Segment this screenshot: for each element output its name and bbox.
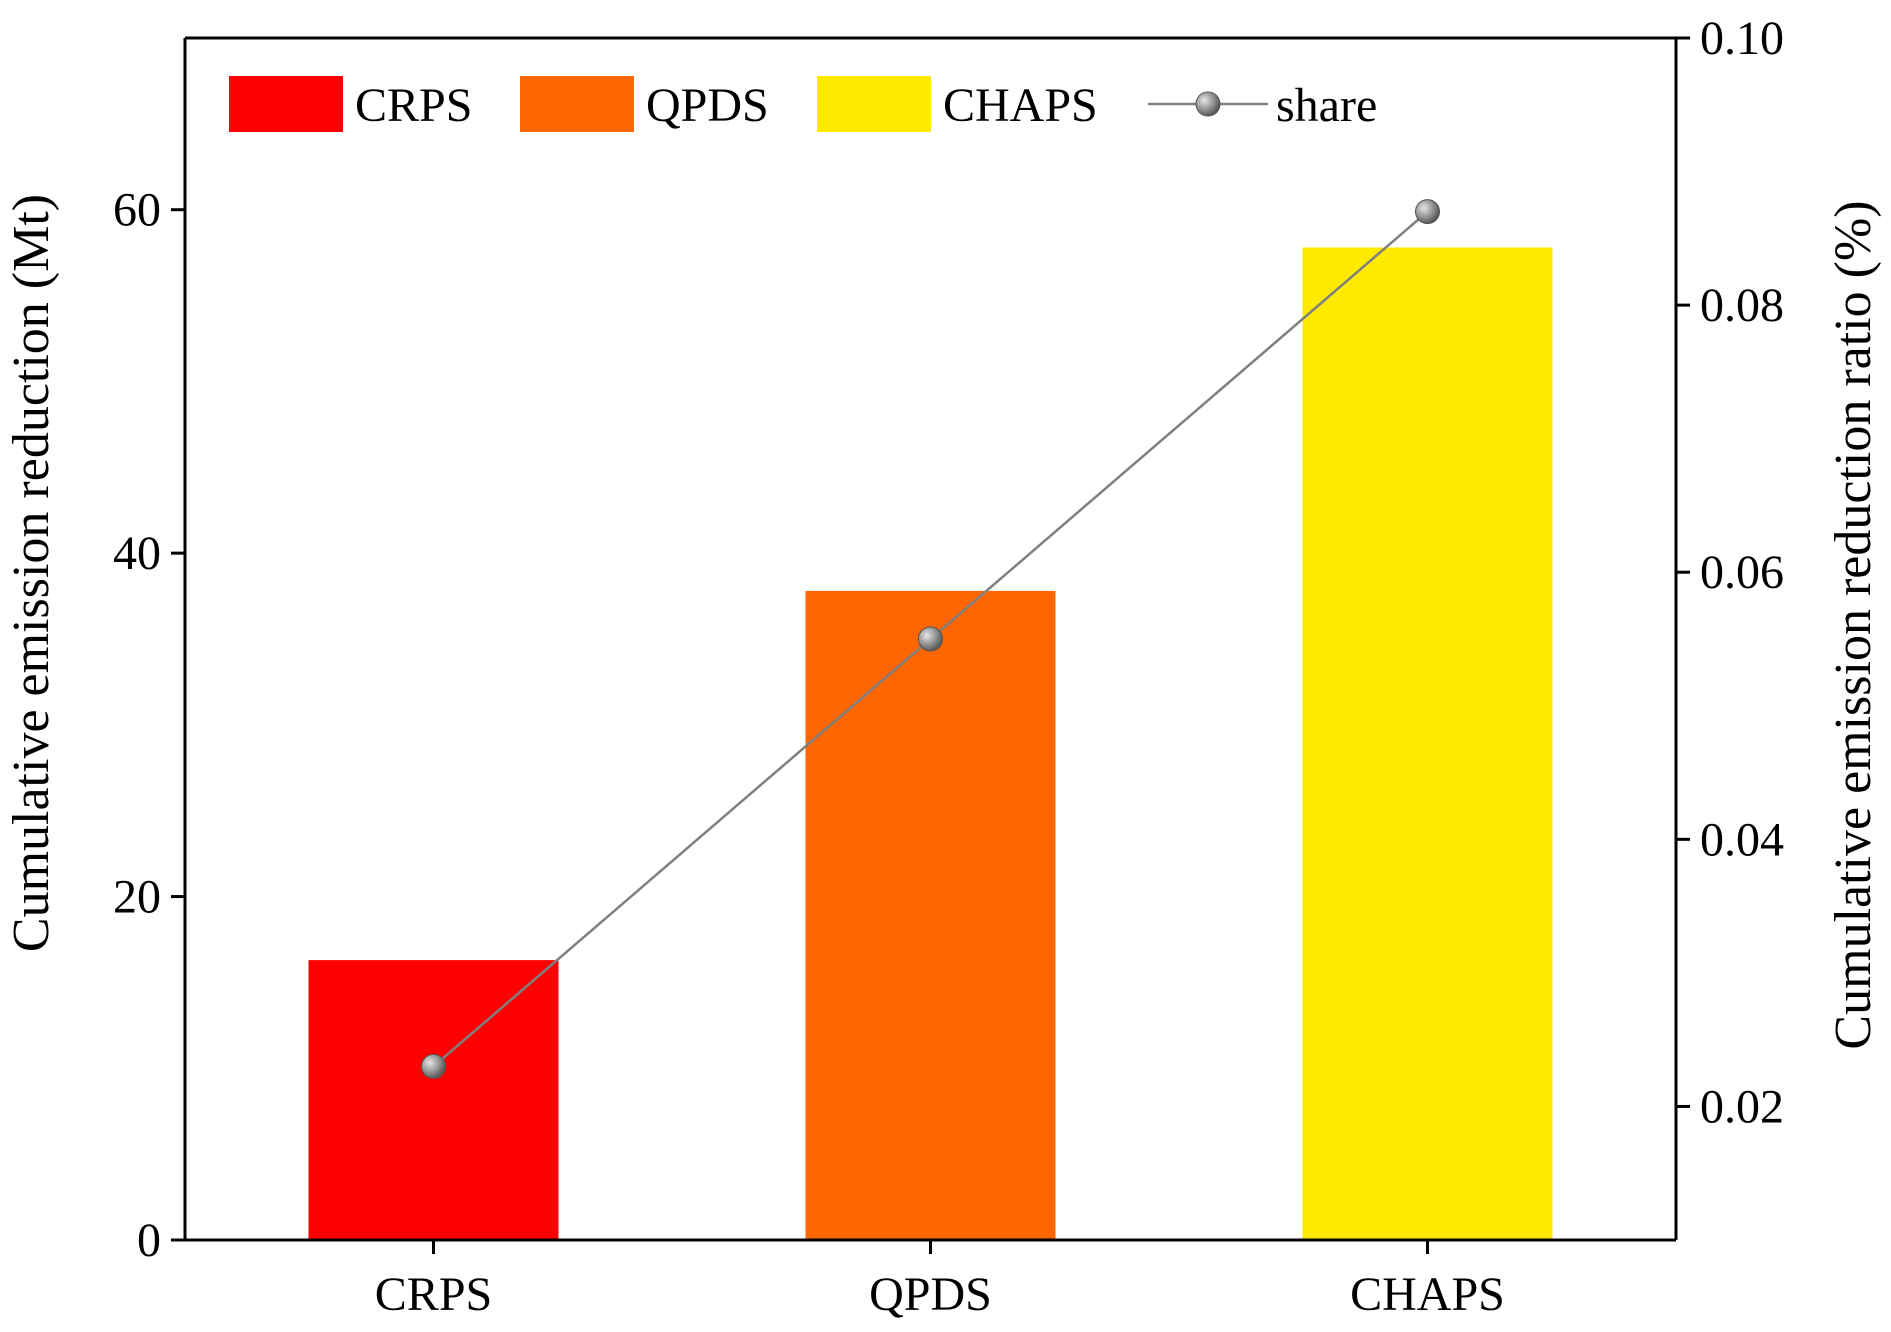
y-tick-label-60: 60: [113, 184, 161, 237]
axes-layer: 0 20 40 60 0.02 0.04 0.06 0.08 0.10 CRPS QPDS CHAPS: [113, 12, 1784, 1321]
legend-label-share: share: [1276, 79, 1377, 132]
y-tick-label-20: 20: [113, 871, 161, 924]
x-tick-label-chaps: CHAPS: [1350, 1268, 1505, 1321]
share-point-qpds: [918, 626, 943, 652]
legend-label-chaps: CHAPS: [943, 79, 1098, 132]
legend-swatch-crps: [229, 76, 343, 132]
legend-label-qpds: QPDS: [646, 79, 769, 132]
legend-swatch-qpds: [520, 76, 634, 132]
x-tick-label-crps: CRPS: [375, 1268, 492, 1321]
legend: CRPS QPDS CHAPS share: [229, 76, 1377, 132]
bar-qpds: [805, 590, 1056, 1240]
share-line-layer: [421, 199, 1440, 1079]
share-point-crps: [421, 1053, 446, 1079]
y2-tick-label-0.08: 0.08: [1700, 279, 1784, 332]
bars-layer: [308, 247, 1553, 1240]
bar-chaps: [1302, 247, 1553, 1240]
legend-marker-share: [1195, 91, 1221, 117]
y2-tick-label-0.06: 0.06: [1700, 546, 1784, 599]
x-tick-label-qpds: QPDS: [869, 1268, 992, 1321]
y2-tick-label-0.02: 0.02: [1700, 1080, 1784, 1133]
bar-crps: [308, 960, 559, 1240]
y2-tick-label-0.04: 0.04: [1700, 813, 1784, 866]
share-point-chaps: [1415, 199, 1440, 225]
y-tick-label-0: 0: [137, 1214, 161, 1267]
y-tick-label-40: 40: [113, 527, 161, 580]
y2-tick-label-0.10: 0.10: [1700, 12, 1784, 65]
y2-axis-title: Cumulative emission reduction ratio (%): [1825, 200, 1882, 1049]
legend-swatch-chaps: [817, 76, 931, 132]
legend-label-crps: CRPS: [355, 79, 472, 132]
y-axis-title: Cumulative emission reduction (Mt): [3, 194, 60, 952]
